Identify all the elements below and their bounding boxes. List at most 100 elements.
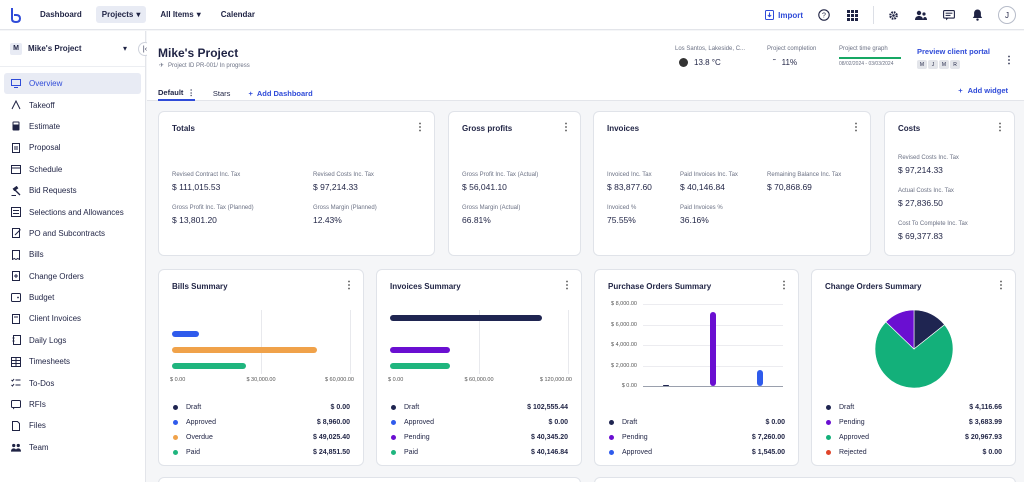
x-tick-label: $ 60,000.00 — [324, 377, 354, 383]
team-users-icon[interactable] — [914, 8, 928, 22]
avatar[interactable]: M — [939, 60, 949, 69]
app-logo-icon[interactable] — [8, 7, 24, 23]
chevron-down-icon: ▾ — [136, 10, 141, 19]
question-chat-icon — [11, 399, 21, 410]
nav-calendar[interactable]: Calendar — [220, 10, 255, 19]
preview-client-portal-link[interactable]: Preview client portal — [917, 47, 990, 56]
timesheet-icon — [11, 356, 21, 367]
sidebar-item-estimate[interactable]: Estimate — [4, 116, 141, 137]
kebab-icon[interactable]: ⋮ — [187, 87, 195, 97]
svg-text:?: ? — [822, 13, 826, 20]
tab-default[interactable]: Default ⋮ — [158, 85, 195, 101]
avatar[interactable]: M — [917, 60, 927, 69]
legend-item: Approved $ 1,545.00 — [608, 445, 785, 460]
main-content: Mike's Project ✈ Project ID PR-001/ In p… — [147, 31, 1024, 482]
add-widget-button[interactable]: + Add widget — [958, 86, 1008, 95]
sidebar-item-po-subcontracts[interactable]: PO and Subcontracts — [4, 223, 141, 244]
bill-icon — [11, 249, 21, 260]
card-menu-icon[interactable]: ⋮ — [995, 122, 1005, 133]
invoices-card: Invoices ⋮ Invoiced Inc. Tax $ 83,877.60 … — [593, 111, 871, 256]
metric: Paid Invoices % 36.16% — [680, 205, 723, 225]
notifications-bell-icon[interactable] — [970, 8, 984, 22]
sidebar-item-client-invoices[interactable]: Client Invoices — [4, 308, 141, 329]
sidebar-item-rfis[interactable]: RFIs — [4, 394, 141, 415]
nav-projects[interactable]: Projects ▾ — [95, 6, 147, 23]
bar-approved — [756, 370, 763, 386]
legend-item: Pending $ 40,345.20 — [390, 430, 568, 445]
purchase-orders-summary-card: Purchase Orders Summary ⋮ Draft $ 0.00 Pe… — [594, 269, 799, 466]
bar-draft — [663, 384, 670, 386]
costs-card: Costs ⋮ Revised Costs Inc. Tax $ 97,214.3… — [884, 111, 1015, 256]
card-menu-icon[interactable]: ⋮ — [562, 280, 572, 291]
x-tick-label: $ 60,000.00 — [464, 377, 494, 383]
file-change-icon — [11, 271, 21, 282]
temperature-value: 13.8 °C — [694, 58, 721, 67]
partial-card — [158, 477, 581, 482]
trend-icon: ˜ — [773, 58, 776, 67]
sidebar-item-files[interactable]: Files — [4, 415, 141, 436]
sidebar-item-bid-requests[interactable]: Bid Requests — [4, 180, 141, 201]
project-subtitle: ✈ Project ID PR-001/ In progress — [159, 62, 250, 70]
card-menu-icon[interactable]: ⋮ — [996, 280, 1006, 291]
bar-pending — [390, 347, 450, 353]
legend-item: Rejected $ 0.00 — [825, 445, 1002, 460]
legend-item: Approved $ 0.00 — [390, 415, 568, 430]
sidebar-item-takeoff[interactable]: Takeoff — [4, 94, 141, 115]
legend-item: Paid $ 40,146.84 — [390, 445, 568, 460]
sidebar-item-proposal[interactable]: Proposal — [4, 137, 141, 158]
sidebar-item-schedule[interactable]: Schedule — [4, 159, 141, 180]
card-menu-icon[interactable]: ⋮ — [561, 122, 571, 133]
x-tick-label: $ 120,000.00 — [539, 377, 572, 383]
sidebar-item-overview[interactable]: Overview — [4, 73, 141, 95]
card-menu-icon[interactable]: ⋮ — [415, 122, 425, 133]
more-options-icon[interactable]: ⋮ — [1004, 55, 1014, 66]
calculator-icon — [11, 121, 21, 131]
gavel-icon — [11, 185, 21, 196]
avatar[interactable]: R — [950, 60, 960, 69]
card-menu-icon[interactable]: ⋮ — [779, 280, 789, 291]
user-avatar[interactable]: J — [998, 6, 1016, 24]
legend-item: Pending $ 3,683.99 — [825, 415, 1002, 430]
card-menu-icon[interactable]: ⋮ — [344, 280, 354, 291]
todo-icon — [11, 378, 21, 388]
card-menu-icon[interactable]: ⋮ — [851, 122, 861, 133]
toolbar-divider — [873, 6, 874, 24]
sidebar-item-selections[interactable]: Selections and Allowances — [4, 201, 141, 222]
legend-item: Paid $ 24,851.50 — [172, 445, 350, 460]
sidebar-item-change-orders[interactable]: Change Orders — [4, 266, 141, 287]
page-title: Mike's Project — [158, 46, 239, 60]
sidebar-item-budget[interactable]: Budget — [4, 287, 141, 308]
help-icon[interactable]: ? — [817, 8, 831, 22]
tab-stars[interactable]: Stars — [212, 88, 231, 98]
x-tick-label: $ 0.00 — [388, 377, 404, 383]
card-title: Totals — [172, 124, 195, 133]
settings-gear-icon[interactable] — [886, 8, 900, 22]
import-button[interactable]: Import — [765, 10, 803, 20]
add-dashboard-button[interactable]: + Add Dashboard — [248, 88, 313, 98]
project-selector[interactable]: M Mike's Project ▾ |‹ — [0, 31, 152, 67]
sidebar-item-todos[interactable]: To-Dos — [4, 372, 141, 393]
metric: Cost To Complete Inc. Tax $ 69,377.83 — [898, 221, 968, 241]
metric: Gross Margin (Planned) 12.43% — [313, 205, 377, 225]
bar-paid — [390, 363, 450, 369]
bar-overdue — [172, 347, 318, 353]
legend-item: Draft $ 0.00 — [608, 415, 785, 430]
legend-item: Overdue $ 49,025.40 — [172, 430, 350, 445]
messages-icon[interactable] — [942, 8, 956, 22]
y-tick-label: $ 6,000.00 — [611, 321, 637, 328]
avatar[interactable]: J — [928, 60, 938, 69]
sidebar-item-bills[interactable]: Bills — [4, 244, 141, 265]
invoice-icon — [11, 313, 21, 324]
nav-dashboard[interactable]: Dashboard — [40, 10, 82, 19]
chevron-down-icon: ▾ — [122, 44, 127, 53]
bar-approved — [172, 331, 199, 337]
sidebar-item-timesheets[interactable]: Timesheets — [4, 351, 141, 372]
sidebar-item-team[interactable]: Team — [4, 437, 141, 458]
apps-grid-icon[interactable] — [845, 8, 859, 22]
card-title: Change Orders Summary — [825, 282, 922, 291]
metric: Revised Costs Inc. Tax $ 97,214.33 — [313, 172, 374, 192]
bar-pending — [710, 311, 716, 386]
time-graph-bar — [839, 57, 901, 59]
nav-all-items[interactable]: All Items ▾ — [160, 10, 201, 19]
sidebar-item-daily-logs[interactable]: Daily Logs — [4, 330, 141, 351]
